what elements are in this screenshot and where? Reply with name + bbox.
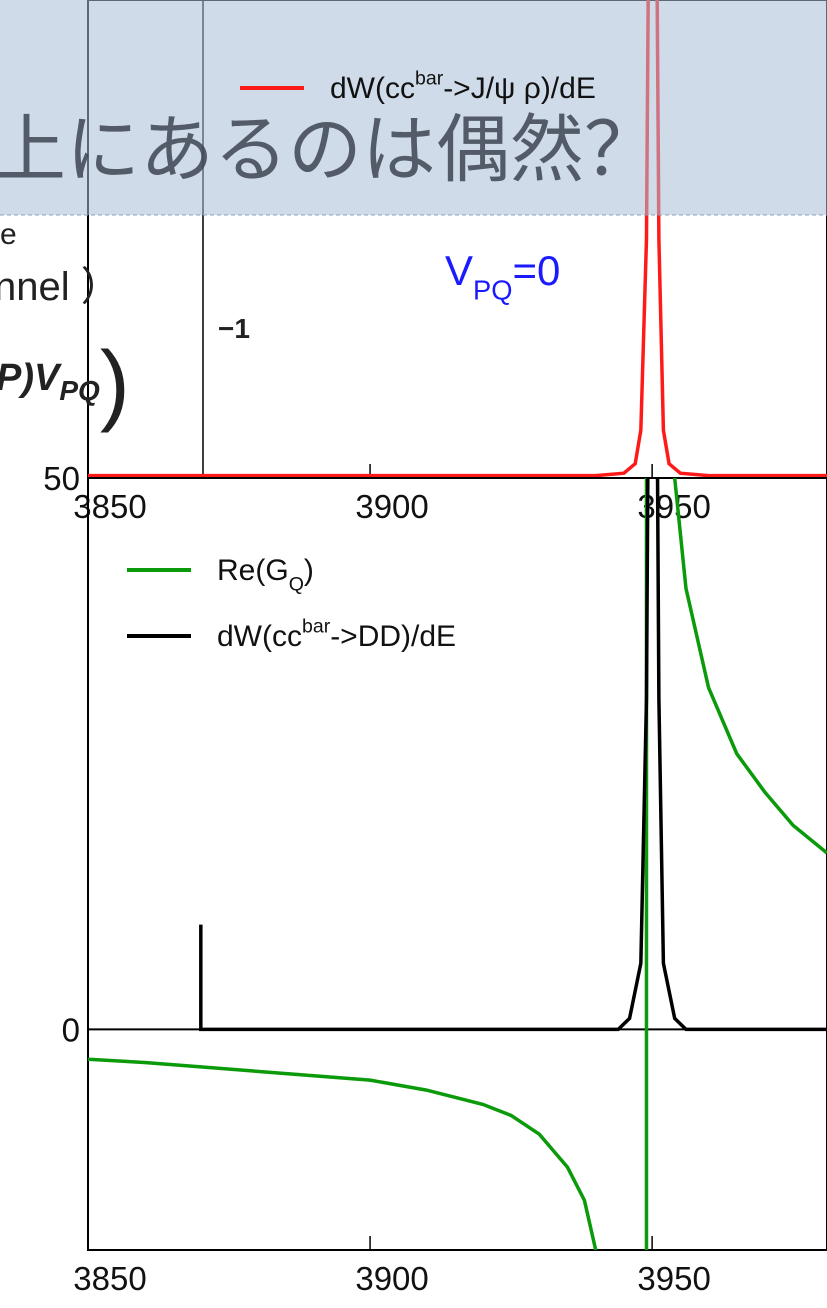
chart: 3850 3900 3950 0 50 xyxy=(43,460,827,1297)
legend-label: Re(GQ) xyxy=(217,554,314,596)
x-tick-label: 3850 xyxy=(73,488,146,525)
annotation: VPQ=0 xyxy=(445,247,560,306)
math-exponent: −1 xyxy=(218,313,250,344)
slide-title: 上にあるのは偶然？ xyxy=(0,108,658,191)
math-part: ) xyxy=(100,334,130,434)
fragment: e xyxy=(0,218,17,251)
legend-label-part: dW(cc xyxy=(217,620,302,653)
annotation-part: PQ xyxy=(473,275,512,306)
math-part: PQ xyxy=(59,375,100,406)
legend-label-part: bar xyxy=(302,616,331,638)
annotation-part: V xyxy=(445,247,473,294)
series-line xyxy=(88,0,827,478)
math-part: V xyxy=(34,357,62,399)
x-tick-label: 3900 xyxy=(355,488,428,525)
x-tick-label: 3950 xyxy=(637,1260,710,1297)
annotation-part: =0 xyxy=(512,247,560,294)
math-part: P) xyxy=(0,357,34,399)
series-line xyxy=(199,478,827,1032)
series-line xyxy=(88,478,827,1250)
legend-label-part: ) xyxy=(304,554,314,587)
title-banner xyxy=(0,0,827,215)
x-tick-label: 3950 xyxy=(637,488,710,525)
legend-label: dW(ccbar->DD)/dE xyxy=(217,616,456,654)
math-fragment: P)VPQ) xyxy=(0,334,130,434)
legend-label-part: dW(cc xyxy=(330,72,415,105)
legend-label: dW(ccbar->J/ψ ρ)/dE xyxy=(330,68,596,106)
legend-label-part: Q xyxy=(289,574,304,596)
legend-label-part: ->DD)/dE xyxy=(330,620,456,653)
y-tick-label: 50 xyxy=(43,460,80,497)
legend-label-part: Re(G xyxy=(217,554,289,587)
x-tick-label: 3850 xyxy=(73,1260,146,1297)
legend-label-part: ->J/ψ ρ)/dE xyxy=(443,72,596,105)
fragment: nnel ） xyxy=(0,265,121,309)
x-tick-label: 3900 xyxy=(355,1260,428,1297)
plot-frame xyxy=(87,477,827,1251)
y-tick-label: 0 xyxy=(62,1011,80,1048)
legend-label-part: bar xyxy=(415,68,444,90)
